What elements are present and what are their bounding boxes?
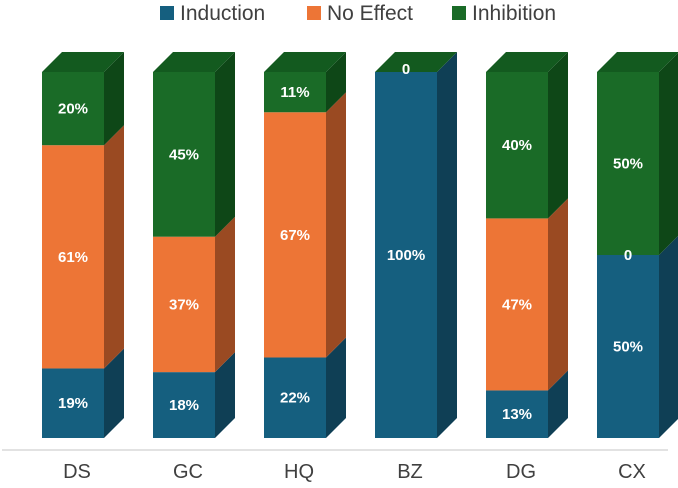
bar-segment-side: [215, 52, 235, 237]
bar-segment-inhibition: [264, 72, 326, 113]
bar-segment-inhibition: [153, 72, 215, 237]
bar-BZ: 100% 0: [375, 52, 457, 438]
bar-segment-side: [104, 348, 124, 438]
bar-segment-induction: [153, 372, 215, 438]
bar-top-face: [375, 52, 457, 72]
bar-segment-side: [548, 370, 568, 438]
data-label: 22%: [280, 390, 310, 407]
bar-segment-side: [104, 125, 124, 369]
bar-CX: 50% 0 50%: [597, 52, 678, 438]
category-label: DG: [506, 461, 536, 483]
bar-DG: 13% 47% 40%: [486, 52, 568, 438]
legend: Induction No Effect Inhibition: [160, 2, 556, 25]
category-label: HQ: [284, 461, 314, 483]
data-label: 18%: [169, 397, 199, 414]
bar-DS: 19% 61% 20%: [42, 52, 124, 438]
data-label: 100%: [387, 247, 425, 264]
bar-GC: 18% 37% 45%: [153, 52, 235, 438]
data-label: 50%: [613, 339, 643, 356]
data-label: 40%: [502, 137, 532, 154]
category-label: BZ: [397, 461, 423, 483]
bar-segment-no-effect: [264, 112, 326, 358]
data-label: 50%: [613, 156, 643, 173]
bar-top-face: [597, 52, 678, 72]
data-label: 37%: [169, 296, 199, 313]
bar-segment-induction: [597, 255, 659, 438]
legend-swatch-induction: [160, 6, 174, 20]
data-label: 0: [624, 247, 632, 264]
legend-swatch-inhibition: [452, 6, 466, 20]
bar-segment-side: [548, 52, 568, 219]
bar-segment-side: [104, 52, 124, 146]
data-label: 61%: [58, 249, 88, 266]
category-labels: DS GC HQ BZ DG CX: [63, 461, 646, 483]
bars: 19% 61% 20% 18% 37% 45% 22% 67% 11% 100% 0 13% 47% 40…: [42, 52, 678, 438]
data-label: 0: [402, 61, 410, 78]
bar-segment-side: [659, 53, 678, 255]
bar-segment-side: [215, 216, 235, 373]
bar-top-face: [486, 52, 568, 72]
bar-segment-side: [326, 92, 346, 358]
bar-segment-inhibition: [42, 72, 104, 146]
category-label: CX: [618, 461, 646, 483]
data-label: 20%: [58, 101, 88, 118]
data-label: 13%: [502, 406, 532, 423]
bar-segment-induction: [42, 368, 104, 438]
category-label: GC: [173, 461, 203, 483]
legend-swatch-no-effect: [307, 6, 321, 20]
bar-segment-inhibition: [486, 72, 548, 219]
bar-segment-no-effect: [486, 218, 548, 391]
bar-segment-side: [215, 352, 235, 438]
data-label: 19%: [58, 395, 88, 412]
legend-label: Induction: [180, 2, 265, 25]
bar-HQ: 22% 67% 11%: [264, 52, 346, 438]
legend-label: No Effect: [327, 2, 413, 25]
bar-segment-side: [659, 236, 678, 438]
bar-segment-induction: [486, 390, 548, 438]
data-label: 11%: [280, 84, 309, 101]
bar-top-face: [264, 52, 346, 72]
bar-segment-side: [326, 52, 346, 113]
bar-segment-induction: [264, 357, 326, 438]
data-label: 47%: [502, 296, 532, 313]
bar-segment-side: [437, 52, 457, 438]
bar-segment-no-effect: [153, 236, 215, 373]
bar-segment-side: [548, 198, 568, 391]
bar-segment-side: [326, 337, 346, 438]
bar-top-face: [153, 52, 235, 72]
bar-segment-no-effect: [42, 145, 104, 369]
legend-label: Inhibition: [472, 2, 556, 25]
data-label: 45%: [169, 146, 199, 163]
bar-top-face: [42, 52, 124, 72]
bar-segment-induction: [375, 72, 437, 438]
bar-segment-inhibition: [597, 72, 659, 255]
data-label: 67%: [280, 227, 310, 244]
category-label: DS: [63, 461, 91, 483]
